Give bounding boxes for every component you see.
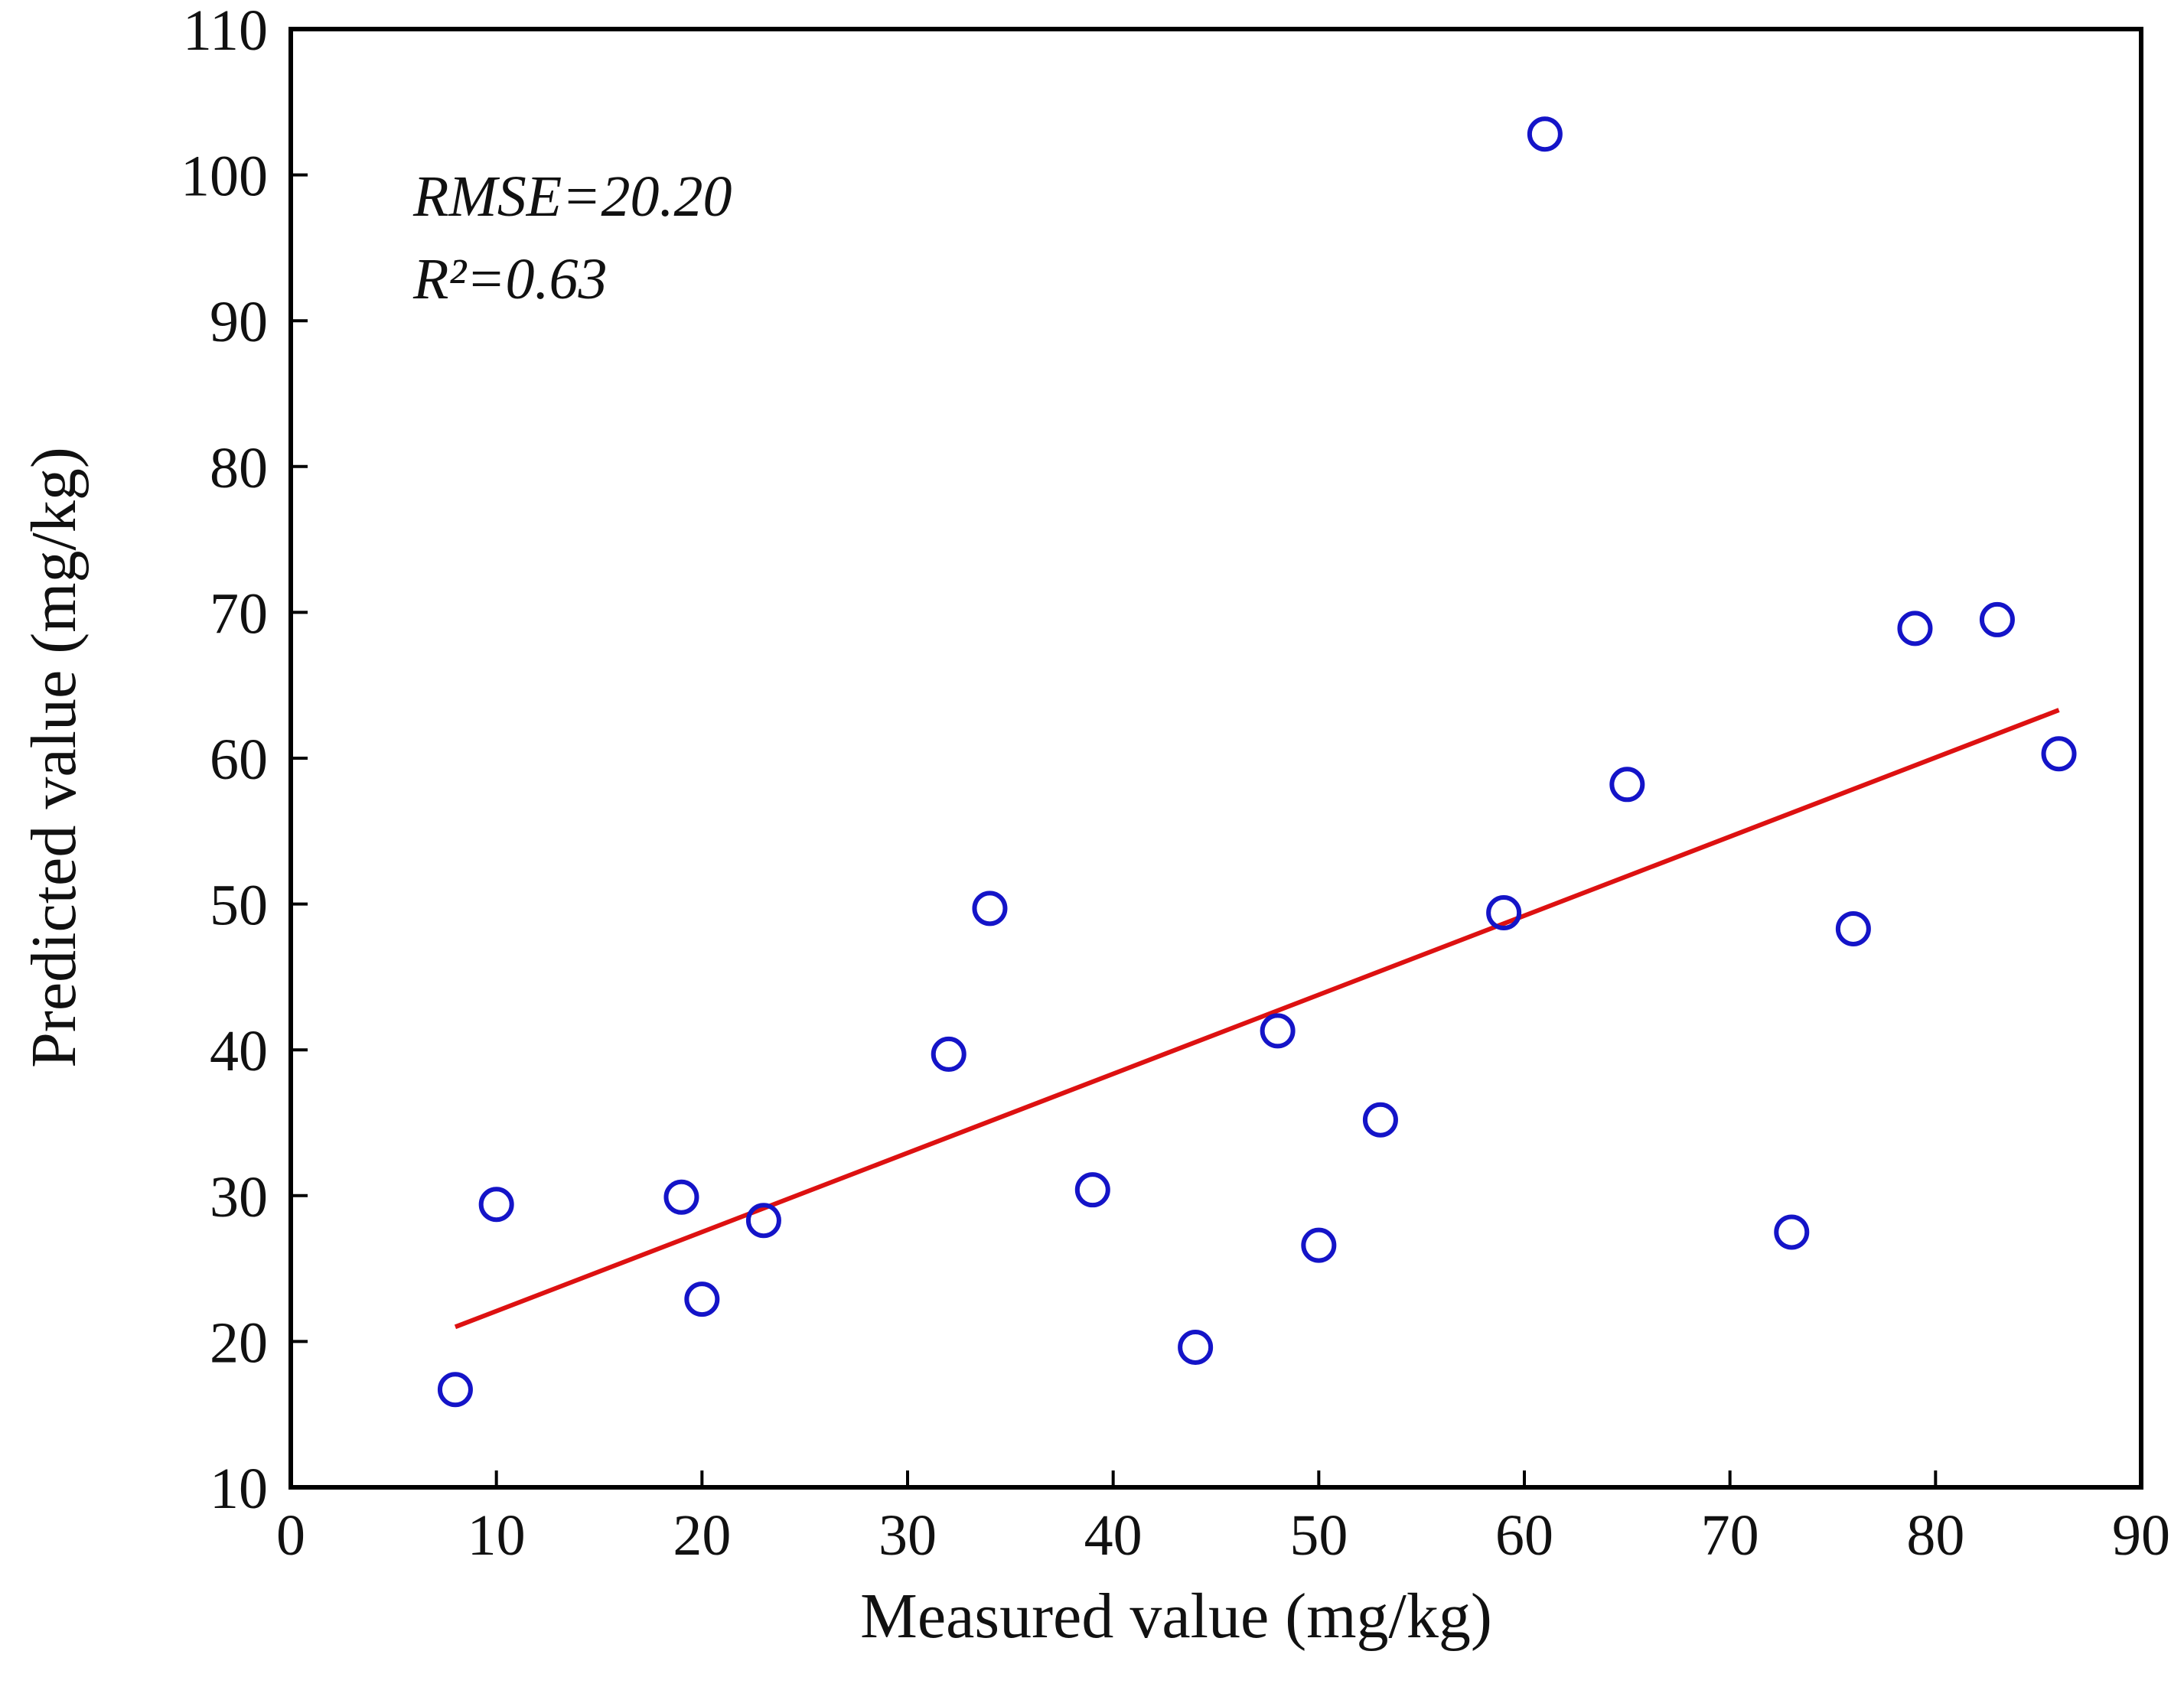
y-tick-label: 70 <box>210 581 268 646</box>
y-axis-label: Predicted value (mg/kg) <box>18 447 90 1068</box>
data-point <box>931 1036 967 1072</box>
x-tick-label: 10 <box>468 1503 526 1568</box>
annotation-rmse: RMSE=20.20 <box>412 164 732 229</box>
data-point <box>684 1282 720 1317</box>
data-point <box>1979 601 2015 637</box>
x-tick-label: 60 <box>1495 1503 1553 1568</box>
data-point <box>1074 1172 1110 1208</box>
data-point <box>1897 611 1933 646</box>
data-point <box>1486 895 1522 931</box>
y-tick-label: 50 <box>210 874 268 938</box>
y-tick-label: 20 <box>210 1311 268 1375</box>
x-tick-label: 70 <box>1701 1503 1759 1568</box>
y-tick-label: 100 <box>181 145 268 209</box>
data-point <box>437 1372 473 1408</box>
data-point <box>745 1203 781 1239</box>
x-tick-label: 0 <box>276 1503 305 1568</box>
x-axis-tick-labels: 0 10 20 30 40 50 60 70 80 90 <box>276 1503 2170 1568</box>
data-point <box>1609 767 1645 803</box>
y-tick-label: 80 <box>210 436 268 500</box>
data-point <box>1178 1330 1214 1366</box>
x-tick-label: 80 <box>1906 1503 1964 1568</box>
plot-frame <box>288 27 2143 1490</box>
x-tick-label: 40 <box>1084 1503 1143 1568</box>
data-point <box>1774 1214 1810 1250</box>
data-point <box>1260 1013 1296 1049</box>
data-point <box>972 891 1008 927</box>
x-axis-label: Measured value (mg/kg) <box>860 1581 1492 1652</box>
y-axis-tick-labels: 10 20 30 40 50 60 70 80 90 100 110 <box>181 0 268 1521</box>
y-tick-label: 60 <box>210 728 268 792</box>
y-tick-label: 40 <box>210 1019 268 1083</box>
x-tick-label: 90 <box>2112 1503 2170 1568</box>
data-point <box>1527 116 1563 152</box>
x-tick-label: 20 <box>673 1503 731 1568</box>
data-point <box>1835 911 1871 947</box>
annotation-r2: R²=0.63 <box>412 247 608 311</box>
y-tick-label: 90 <box>210 290 268 354</box>
data-point <box>478 1187 514 1223</box>
data-point <box>1301 1227 1337 1263</box>
regression-line <box>454 708 2060 1330</box>
data-point <box>663 1179 699 1215</box>
x-tick-label: 50 <box>1289 1503 1348 1568</box>
y-tick-label: 30 <box>210 1165 268 1229</box>
y-tick-label: 10 <box>210 1457 268 1521</box>
x-tick-label: 30 <box>878 1503 937 1568</box>
data-points <box>437 116 2077 1408</box>
data-point <box>1362 1102 1398 1138</box>
data-point <box>2041 736 2077 772</box>
y-tick-label: 110 <box>183 0 268 63</box>
